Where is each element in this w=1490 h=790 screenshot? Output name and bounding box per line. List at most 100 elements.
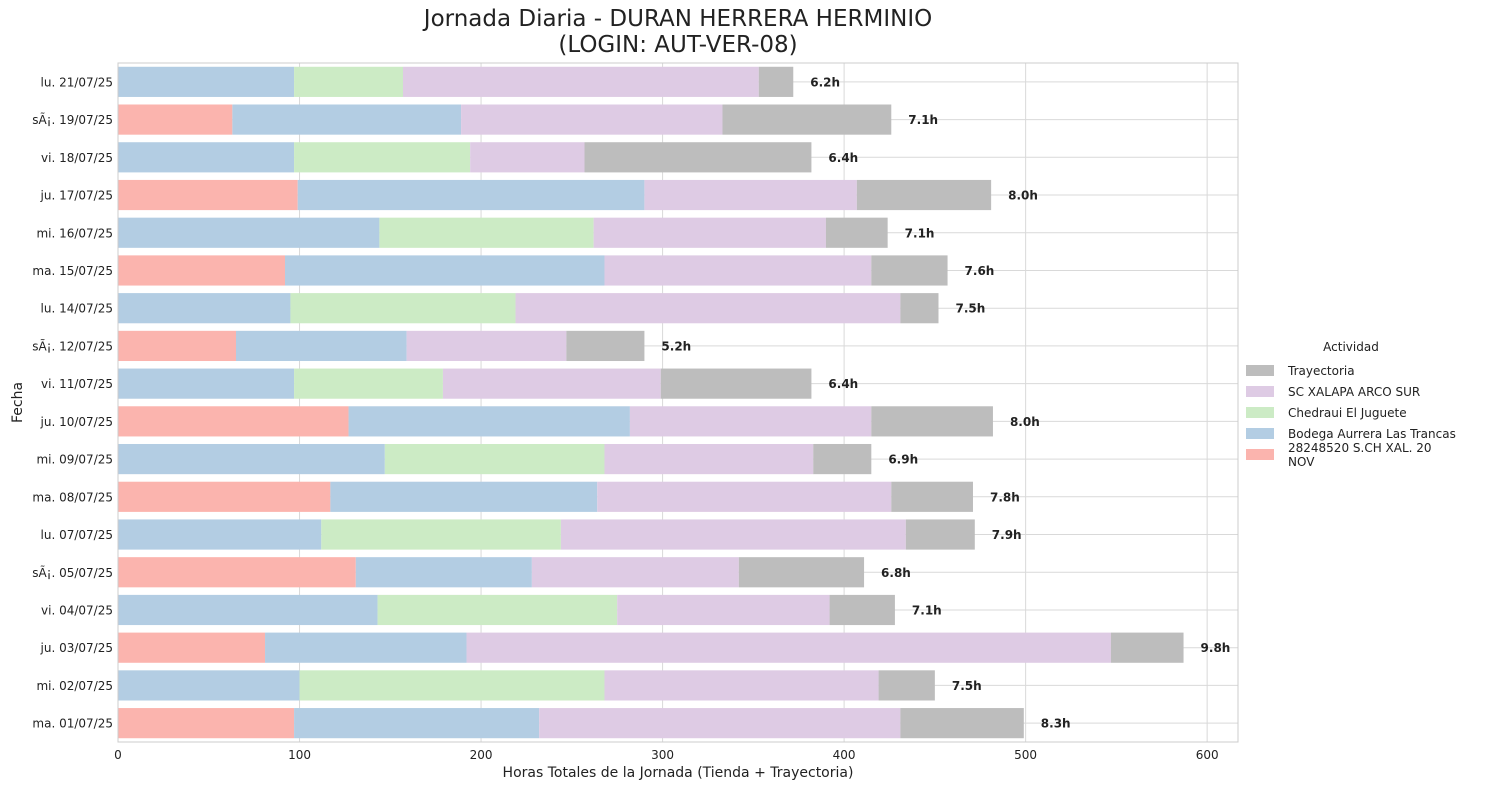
bar-total-label: 6.4h [828,377,858,391]
bar-segment [118,519,322,550]
bar-total-label: 7.5h [955,302,985,316]
x-tick-label: 500 [1014,748,1037,762]
bar-segment [294,142,471,173]
bar-segment [604,443,814,475]
bar-segment [379,217,594,248]
bar-segment [566,330,645,362]
bar-segment [593,217,826,248]
y-tick-label: sÃ¡. 12/07/25 [32,338,113,353]
legend-swatch [1246,407,1274,418]
bar-segment [402,66,759,97]
bar-segment [118,217,380,248]
bar-segment [118,66,295,97]
y-axis-label: Fecha [10,382,26,423]
legend-swatch [1246,386,1274,397]
bar-segment [285,255,605,286]
y-tick-labels: lu. 21/07/25 sÃ¡. 19/07/25 vi. 18/07/25 ju.… [32,75,113,730]
bar-segment [878,670,935,701]
bar-segment [377,594,618,626]
bar-segment [299,670,605,701]
y-tick-label: lu. 21/07/25 [41,75,113,89]
bar-segment [1110,632,1184,663]
bar-segment [539,708,901,739]
bar-segment [118,670,300,701]
bar-segment [118,708,295,739]
legend-item: SC XALAPA ARCO SUR [1246,381,1456,402]
y-tick-label: sÃ¡. 05/07/25 [32,565,113,580]
bar-segment [118,557,356,588]
bar-segment [758,66,794,97]
x-tick-label: 400 [833,748,856,762]
bar-segment [829,594,895,626]
x-tick-label: 600 [1196,748,1219,762]
bar-total-label: 7.9h [992,528,1022,542]
bar-segment [442,368,661,399]
bar-segment [604,255,872,286]
bar-segment [871,255,948,286]
legend-swatch [1246,428,1274,439]
bar-total-label: 6.2h [810,75,840,89]
bar-total-label: 8.0h [1010,415,1040,429]
bar-total-label: 7.1h [905,226,935,240]
bar-segment [294,66,403,97]
legend-label: Trayectoria [1288,363,1355,378]
bar-segment [722,104,892,135]
y-tick-label: mi. 02/07/25 [36,679,113,693]
bar-segment [515,293,901,324]
bar-total-label: 6.4h [828,151,858,165]
x-tick-labels: 0 100 200 300 400 500 600 [114,748,1218,762]
x-tick-label: 0 [114,748,122,762]
legend-item: Bodega Aurrera Las Trancas [1246,423,1456,444]
y-tick-label: ju. 03/07/25 [40,641,113,655]
chart-legend: Actividad Trayectoria SC XALAPA ARCO SUR C… [1246,340,1456,469]
bar-segment [856,179,992,211]
legend-label: Bodega Aurrera Las Trancas [1288,426,1456,441]
bar-segment [232,104,462,135]
bar-segment [644,179,857,211]
bar-segment [629,406,872,437]
legend-item: Chedraui El Juguete [1246,402,1456,423]
x-tick-label: 100 [288,748,311,762]
bar-segment [118,255,286,286]
bar-segment [900,708,1024,739]
bar-segment [294,368,443,399]
y-tick-label: ju. 17/07/25 [40,189,113,203]
chart-title-line-1: Jornada Diaria - DURAN HERRERA HERMINIO [423,6,933,32]
chart-title-line-2: (LOGIN: AUT-VER-08) [558,32,798,58]
bar-segment [118,104,233,135]
legend-item: Trayectoria [1246,360,1456,381]
bar-total-label: 7.5h [952,679,982,693]
bar-segment [470,142,585,173]
y-tick-label: sÃ¡. 19/07/25 [32,112,113,127]
bar-segment [466,632,1111,663]
legend-label: Chedraui El Juguete [1288,405,1407,420]
bar-segment [297,179,645,211]
bar-segment [290,293,516,324]
y-tick-label: vi. 04/07/25 [41,603,113,617]
bar-segment [891,481,973,512]
bar-segment [738,557,865,588]
bar-segment [604,670,879,701]
bar-segment [118,406,349,437]
legend-swatch [1246,365,1274,376]
bar-segment [118,594,378,626]
bar-total-label: 6.9h [888,453,918,467]
bar-segment [406,330,567,362]
bar-segment [118,293,291,324]
legend-label: SC XALAPA ARCO SUR [1288,384,1421,399]
bar-segment [660,368,812,399]
y-tick-label: ma. 15/07/25 [32,264,113,278]
bar-segment [330,481,598,512]
bar-total-label: 7.8h [990,490,1020,504]
bar-segment [348,406,630,437]
bar-segment [825,217,888,248]
bar-segment [355,557,532,588]
plot-frame [117,62,1239,743]
y-tick-label: ma. 08/07/25 [32,490,113,504]
bar-segment [461,104,723,135]
y-tick-label: lu. 07/07/25 [41,528,113,542]
bar-total-label: 5.2h [661,339,691,353]
bar-total-label: 6.8h [881,566,911,580]
bar-segment [118,142,295,173]
